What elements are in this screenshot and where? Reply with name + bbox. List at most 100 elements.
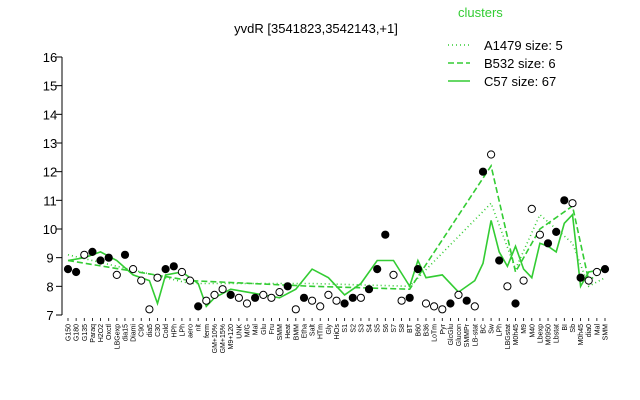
data-point xyxy=(202,296,211,305)
x-tick-label: Sw xyxy=(489,323,496,334)
x-tick-label: LPh xyxy=(497,324,504,337)
x-tick-label: BMM xyxy=(293,324,300,341)
data-point xyxy=(104,253,113,262)
data-point xyxy=(470,302,479,311)
x-tick-label: G135 xyxy=(82,324,89,341)
x-tick-label: S7 xyxy=(391,324,398,333)
x-tick-label: M40 xyxy=(529,324,536,338)
x-tick-label: Mal xyxy=(594,324,601,336)
data-point xyxy=(340,299,349,308)
data-point xyxy=(283,282,292,291)
y-tick-label: 13 xyxy=(43,136,57,151)
x-tick-label: Lbstat xyxy=(554,324,561,343)
data-point xyxy=(242,299,252,308)
data-point xyxy=(527,204,536,213)
x-tick-label: BI xyxy=(562,324,569,331)
x-tick-label: Salt xyxy=(310,324,317,336)
data-point xyxy=(332,296,341,305)
data-point xyxy=(364,285,374,294)
data-point xyxy=(397,296,406,305)
legend-label-a1479: A1479 size: 5 xyxy=(484,38,563,53)
data-point xyxy=(389,270,398,279)
y-tick-label: 16 xyxy=(43,50,57,65)
data-point xyxy=(560,196,569,205)
x-tick-label: SMMPr xyxy=(464,323,471,347)
data-point xyxy=(430,302,439,311)
x-tick-label: dia5 xyxy=(147,324,154,337)
y-tick-label: 11 xyxy=(43,193,57,208)
data-point xyxy=(543,239,553,248)
x-tick-label: C30 xyxy=(155,324,162,337)
x-tick-label: S1 xyxy=(342,324,349,333)
x-tick-label: HPh xyxy=(171,324,178,338)
data-point xyxy=(226,290,235,299)
x-tick-label: GlcGlu xyxy=(448,324,455,346)
data-point xyxy=(291,305,300,314)
x-tick-label: S5 xyxy=(375,324,382,333)
data-point xyxy=(161,265,170,274)
data-point xyxy=(413,265,422,274)
x-tick-label: B60 xyxy=(415,324,422,337)
x-tick-label: C90 xyxy=(139,324,146,337)
chart-title: yvdR [3541823,3542143,+1] xyxy=(234,21,398,36)
x-tick-label: M0950 xyxy=(546,324,553,346)
x-tick-label: Lbexp xyxy=(537,324,544,343)
x-tick-label: M/G xyxy=(245,324,252,337)
x-tick-label: HiOs xyxy=(334,324,341,340)
data-point xyxy=(308,296,317,305)
x-tick-label: S8 xyxy=(399,324,406,333)
x-tick-label: S3 xyxy=(358,324,365,333)
y-tick-label: 10 xyxy=(43,222,57,237)
data-point xyxy=(177,267,186,277)
x-tick-label: LBGexp xyxy=(114,324,121,349)
data-point xyxy=(96,256,105,265)
data-point xyxy=(210,290,219,299)
data-point xyxy=(169,262,178,271)
x-tick-label: Fru xyxy=(269,324,276,335)
y-axis: 7 8 9 10 11 12 13 14 15 16 xyxy=(43,50,62,323)
data-point xyxy=(478,167,488,176)
legend: clusters A1479 size: 5 B532 size: 6 C57 … xyxy=(448,5,563,89)
data-point xyxy=(218,285,227,294)
data-point xyxy=(112,270,121,279)
data-point xyxy=(454,290,463,299)
legend-label-b532: B532 size: 6 xyxy=(484,56,556,71)
x-tick-label: M9+120 xyxy=(228,324,235,350)
data-point xyxy=(535,230,545,239)
y-tick-label: 7 xyxy=(46,308,53,323)
x-tick-label: S4 xyxy=(367,324,374,333)
data-point xyxy=(120,250,130,259)
data-point xyxy=(153,273,162,282)
x-tick-label: Etha xyxy=(301,324,308,339)
data-point xyxy=(421,299,431,308)
y-tick-label: 14 xyxy=(43,107,57,122)
data-point xyxy=(405,293,414,302)
data-point xyxy=(348,293,357,302)
x-tick-label: Cold xyxy=(163,324,170,339)
data-point xyxy=(487,150,496,159)
data-point xyxy=(63,265,73,274)
series-line-solid xyxy=(67,212,606,308)
x-tick-label: Mal xyxy=(253,324,260,336)
data-point xyxy=(145,305,154,314)
data-point xyxy=(137,276,146,285)
x-tick-label: BT xyxy=(407,323,414,333)
x-tick-label: BC xyxy=(480,324,487,334)
x-tick-label: Paraq xyxy=(90,324,97,343)
data-point xyxy=(552,227,561,236)
data-point xyxy=(584,276,593,285)
data-point xyxy=(316,302,325,311)
x-tick-label: S6 xyxy=(383,324,390,333)
data-point xyxy=(267,293,276,302)
x-tick-label: M0h45 xyxy=(578,324,585,346)
x-tick-label: Gly xyxy=(326,324,333,335)
data-point xyxy=(194,302,203,311)
data-point xyxy=(129,265,138,274)
data-point xyxy=(185,276,195,285)
legend-title: clusters xyxy=(458,5,503,20)
data-point xyxy=(373,265,382,274)
x-tick-label: GM+10% xyxy=(212,324,219,353)
x-tick-label: G150 xyxy=(66,324,73,341)
x-tick-label: Glu xyxy=(261,324,268,335)
